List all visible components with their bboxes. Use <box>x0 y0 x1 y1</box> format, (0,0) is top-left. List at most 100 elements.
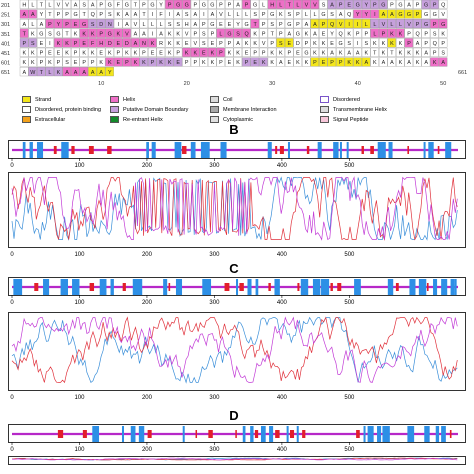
residue-letter: P <box>382 31 386 37</box>
residue-letter: A <box>125 22 129 28</box>
residue-cell <box>336 28 345 38</box>
residue-cell <box>88 57 97 67</box>
residue-cell <box>378 38 388 48</box>
residue-letter: A <box>330 51 334 57</box>
residue-letter: L <box>399 22 402 28</box>
strand-segment <box>395 283 399 291</box>
residue-cell <box>242 47 251 57</box>
residue-letter: A <box>193 12 197 18</box>
residue-letter: G <box>227 31 231 37</box>
bar-tick-label: 500 <box>344 447 355 452</box>
bar-tick-label: 500 <box>344 163 355 168</box>
residue-letter: T <box>271 31 275 37</box>
residue-letter: K <box>57 41 61 47</box>
residue-letter: P <box>433 22 437 28</box>
residue-letter: P <box>245 3 249 9</box>
residue-cell <box>361 9 371 19</box>
residue-cell <box>88 38 97 48</box>
helix-segment <box>138 426 145 442</box>
residue-letter: A <box>65 70 69 76</box>
residue-letter: P <box>270 41 274 47</box>
residue-cell <box>28 9 37 19</box>
residue-cell <box>45 19 54 29</box>
residue-letter: S <box>441 51 445 57</box>
residue-cell <box>225 28 234 38</box>
residue-letter: G <box>424 12 428 18</box>
helix-segment <box>433 279 438 295</box>
residue-cell <box>233 38 243 48</box>
residue-cell <box>19 9 29 19</box>
residue-letter: E <box>40 41 44 47</box>
residue-cell <box>28 38 37 48</box>
helix-segment <box>269 426 274 442</box>
residue-cell <box>421 28 431 38</box>
residue-cell <box>413 57 422 67</box>
residue-letter: A <box>74 70 78 76</box>
residue-letter: I <box>374 12 376 18</box>
ruler-label: 50 <box>440 81 446 87</box>
residue-letter: A <box>31 12 35 18</box>
residue-cell <box>173 0 183 9</box>
residue-cell <box>79 9 89 19</box>
legend-item: Strand <box>22 95 51 104</box>
residue-cell <box>113 0 123 9</box>
strand-segment <box>279 146 284 154</box>
residue-cell <box>148 47 157 57</box>
residue-cell <box>327 9 337 19</box>
residue-letter: P <box>193 3 197 9</box>
residue-cell <box>276 19 285 29</box>
residue-cell <box>130 0 140 9</box>
residue-cell <box>250 9 260 19</box>
plot-tick-label: 400 <box>277 395 288 400</box>
residue-cell <box>310 57 320 67</box>
legend-item: Cytoplasmic <box>210 115 253 124</box>
residue-cell <box>182 57 191 67</box>
residue-cell <box>207 38 217 48</box>
residue-cell <box>404 19 414 29</box>
secondary-structure-bar-c: 0 100 200 300 400 500 <box>8 277 466 305</box>
residue-cell <box>207 9 217 19</box>
residue-cell <box>148 9 157 19</box>
ruler-label: 10 <box>98 81 104 87</box>
residue-cell <box>353 9 362 19</box>
residue-cell <box>122 19 131 29</box>
residue-cell <box>284 19 294 29</box>
residue-letter: K <box>305 31 309 37</box>
residue-letter: K <box>356 60 360 66</box>
residue-cell <box>413 38 422 48</box>
residue-cell <box>62 19 72 29</box>
residue-cell <box>267 28 277 38</box>
residue-cell <box>421 38 431 48</box>
legend-item: Coil <box>210 95 232 104</box>
residue-cell <box>276 47 285 57</box>
bar-tick-label: 300 <box>209 447 220 452</box>
residue-letter: T <box>65 31 69 37</box>
residue-letter: K <box>399 60 403 66</box>
legend-label: Transmembrane Helix <box>333 106 387 113</box>
residue-cell <box>267 38 277 48</box>
residue-letter: K <box>117 31 121 37</box>
helix-segment <box>409 279 416 295</box>
residue-cell <box>105 0 114 9</box>
residue-letter: K <box>390 31 394 37</box>
residue-cell <box>130 9 140 19</box>
residue-cell <box>71 28 80 38</box>
residue-letter: E <box>211 41 215 47</box>
sequence-row-index: 301 <box>1 22 10 28</box>
residue-cell <box>165 9 174 19</box>
residue-cell <box>250 57 260 67</box>
residue-letter: K <box>313 41 317 47</box>
residue-cell <box>173 57 183 67</box>
residue-letter: A <box>416 41 420 47</box>
residue-letter: G <box>108 3 112 9</box>
residue-letter: L <box>305 12 308 18</box>
helix-segment <box>407 426 415 442</box>
residue-cell <box>242 0 251 9</box>
residue-letter: K <box>74 31 78 37</box>
residue-letter: K <box>313 51 317 57</box>
residue-letter: H <box>99 41 103 47</box>
residue-letter: E <box>99 51 103 57</box>
residue-letter: K <box>31 51 35 57</box>
residue-cell <box>45 28 54 38</box>
